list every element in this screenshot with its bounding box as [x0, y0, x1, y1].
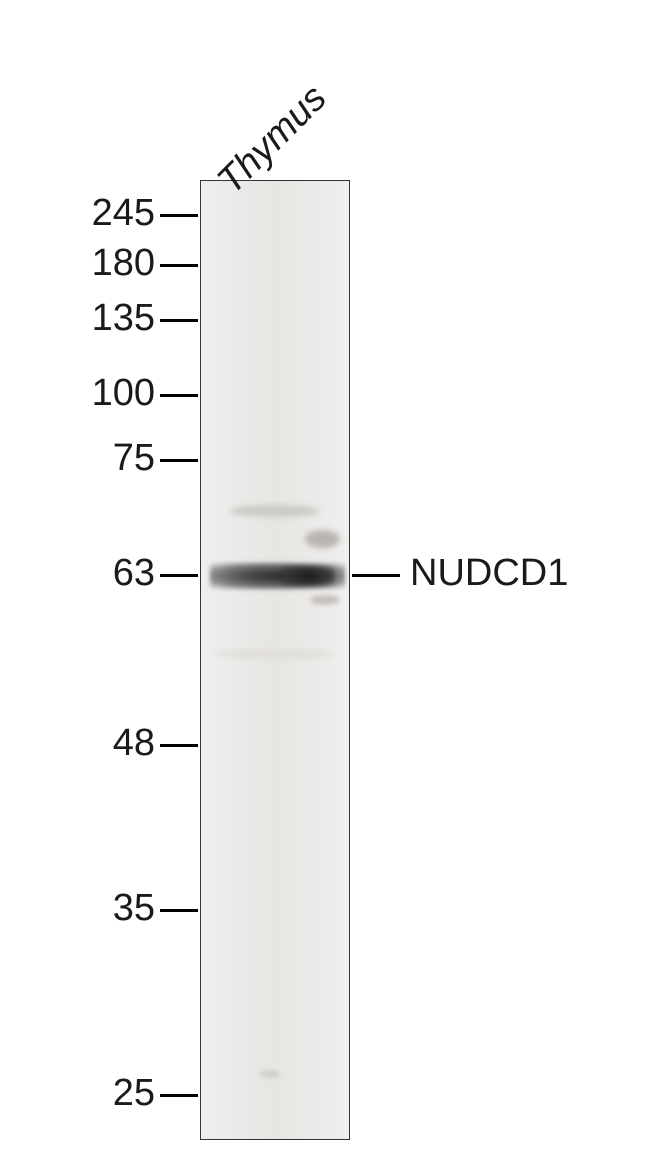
blot-lane	[200, 180, 350, 1140]
mw-label-25: 25	[113, 1072, 155, 1115]
blot-artifact	[260, 1070, 280, 1078]
mw-label-48: 48	[113, 722, 155, 765]
mw-tick	[160, 394, 198, 397]
mw-tick	[160, 214, 198, 217]
mw-label-63: 63	[113, 552, 155, 595]
mw-label-35: 35	[113, 887, 155, 930]
mw-label-100: 100	[92, 372, 155, 415]
blot-artifact	[215, 650, 335, 658]
mw-tick	[160, 264, 198, 267]
mw-label-75: 75	[113, 437, 155, 480]
protein-band-core	[280, 566, 335, 586]
lane-background	[201, 181, 349, 1139]
mw-tick	[160, 459, 198, 462]
band-label-tick	[352, 574, 400, 577]
mw-label-180: 180	[92, 242, 155, 285]
mw-tick	[160, 574, 198, 577]
mw-label-245: 245	[92, 192, 155, 235]
blot-artifact	[305, 530, 340, 548]
mw-tick	[160, 1094, 198, 1097]
blot-artifact	[230, 505, 320, 517]
band-label-text: NUDCD1	[410, 552, 568, 595]
blot-artifact	[310, 595, 340, 605]
mw-label-135: 135	[92, 297, 155, 340]
mw-tick	[160, 744, 198, 747]
mw-tick	[160, 319, 198, 322]
mw-tick	[160, 909, 198, 912]
